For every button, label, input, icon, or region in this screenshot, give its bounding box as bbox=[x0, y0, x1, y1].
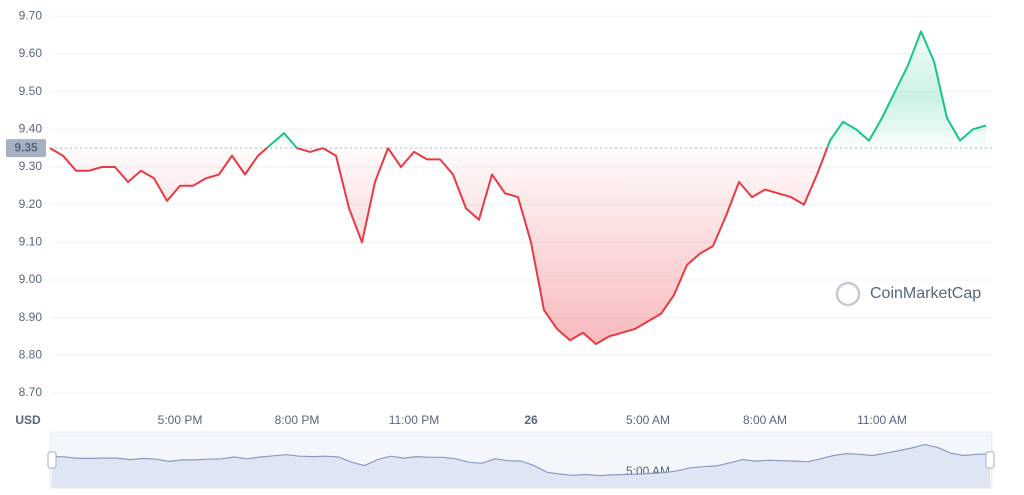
x-tick-label: 5:00 AM bbox=[626, 413, 670, 427]
area-fill bbox=[50, 31, 986, 345]
watermark-logo bbox=[835, 281, 861, 307]
price-line bbox=[49, 30, 987, 345]
axis-label: USD bbox=[15, 413, 41, 427]
x-tick-label: 11:00 PM bbox=[389, 413, 439, 427]
y-tick-label: 9.00 bbox=[19, 272, 43, 286]
x-tick-label: 8:00 AM bbox=[743, 413, 787, 427]
x-tick-label: 11:00 AM bbox=[857, 413, 907, 427]
y-tick-label: 9.10 bbox=[19, 234, 43, 248]
x-tick-label: 8:00 PM bbox=[275, 413, 320, 427]
y-tick-label: 9.70 bbox=[19, 8, 43, 22]
baseline-badge bbox=[6, 139, 46, 158]
navigator-handle[interactable] bbox=[985, 451, 995, 469]
x-tick-label: 26 bbox=[524, 413, 538, 427]
y-tick-label: 9.50 bbox=[19, 84, 43, 98]
baseline-label: 9.35 bbox=[14, 140, 38, 154]
navigator-line bbox=[51, 443, 991, 477]
y-tick-label: 9.20 bbox=[19, 197, 43, 211]
y-tick-label: 8.70 bbox=[19, 385, 43, 399]
navigator-handle[interactable] bbox=[47, 451, 57, 469]
y-tick-label: 9.40 bbox=[19, 121, 43, 135]
y-tick-label: 8.90 bbox=[19, 310, 43, 324]
y-tick-label: 9.60 bbox=[19, 46, 43, 60]
navigator-area bbox=[52, 444, 990, 488]
watermark: CoinMarketCap bbox=[870, 285, 981, 302]
y-tick-label: 8.80 bbox=[19, 347, 43, 361]
y-tick-label: 9.30 bbox=[19, 159, 43, 173]
x-tick-label: 5:00 PM bbox=[158, 413, 203, 427]
